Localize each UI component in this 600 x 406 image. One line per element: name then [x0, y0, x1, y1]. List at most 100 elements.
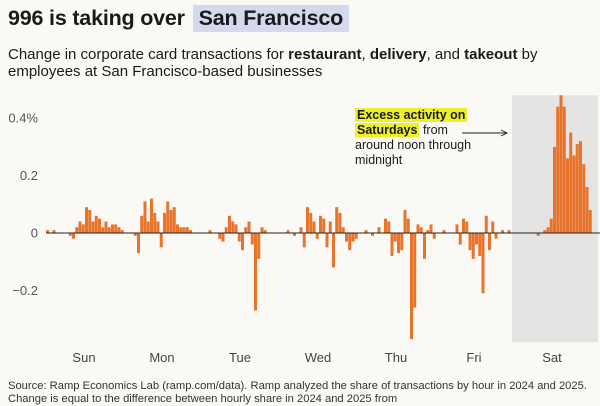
bar [221, 233, 225, 242]
bar [582, 164, 586, 233]
bar [111, 224, 114, 233]
bar [475, 233, 478, 245]
chart-title: 996 is taking over San Francisco [8, 5, 350, 32]
bar [299, 227, 303, 233]
bar [462, 218, 465, 233]
bar [150, 198, 153, 233]
bar [75, 227, 79, 233]
x-tick-label: Sat [542, 350, 562, 365]
bar [364, 230, 368, 233]
bar [400, 233, 404, 251]
bar [107, 227, 111, 233]
bar [78, 221, 82, 233]
bar [286, 230, 290, 233]
bar [556, 106, 560, 233]
bar [419, 227, 423, 233]
x-tick-label: Thu [385, 350, 407, 365]
x-tick-label: Tue [229, 350, 251, 365]
bar [185, 227, 189, 233]
bar [224, 227, 228, 233]
subtitle-restaurant: restaurant [288, 46, 362, 63]
bar [247, 221, 251, 233]
bar [566, 158, 569, 233]
bar [406, 218, 410, 233]
bar [250, 233, 254, 245]
bar [387, 221, 391, 233]
bar [397, 233, 400, 254]
bar [244, 227, 248, 233]
bar [543, 230, 547, 233]
bar [182, 227, 186, 233]
bar [413, 233, 417, 308]
bar [465, 221, 469, 233]
bar [432, 233, 436, 239]
bar [553, 146, 556, 233]
bar [137, 233, 140, 254]
bar [189, 230, 192, 233]
subtitle-delivery: delivery [369, 46, 427, 63]
bar [488, 233, 491, 251]
bar [442, 230, 446, 233]
bar [104, 221, 108, 233]
y-tick-label: 0.4% [8, 111, 38, 126]
bar [559, 95, 563, 234]
bar [319, 215, 322, 233]
bar [46, 230, 49, 233]
bar [166, 201, 170, 233]
bar [120, 230, 124, 233]
bar [429, 224, 433, 233]
bar [458, 233, 462, 245]
bar [569, 132, 573, 233]
bar [536, 233, 540, 236]
bar [585, 187, 589, 233]
bar [345, 233, 348, 242]
bar [572, 155, 576, 233]
source-note: Source: Ramp Economics Lab (ramp.com/dat… [8, 380, 587, 405]
bar [403, 210, 407, 233]
bar [546, 227, 550, 233]
title-main: 996 is taking over [8, 6, 185, 30]
bar [325, 233, 329, 248]
annotation-highlight-2: Saturdays [355, 123, 420, 137]
title-highlight: San Francisco [192, 5, 350, 32]
bar [322, 218, 326, 233]
x-tick-label: Sun [72, 350, 95, 365]
chart-subtitle: Change in corporate card transactions fo… [8, 46, 598, 80]
bar [302, 233, 306, 248]
bar [312, 221, 316, 233]
bar [231, 221, 235, 233]
bar [114, 224, 118, 233]
bar [98, 218, 101, 233]
bar [179, 227, 183, 233]
bar [228, 215, 231, 233]
bar [263, 230, 267, 233]
subtitle-text: Change in corporate card transactions fo… [8, 46, 289, 63]
bar [562, 106, 566, 233]
bar [159, 233, 163, 248]
bar [507, 230, 511, 233]
bar [371, 233, 374, 236]
saturday-annotation: Excess activity on Saturdays from around … [355, 108, 485, 168]
bar [309, 212, 313, 233]
bar [234, 224, 238, 233]
bar [293, 233, 296, 236]
bar [501, 230, 504, 233]
bar [172, 207, 176, 233]
bar [377, 227, 381, 233]
bar [163, 212, 166, 233]
bar [306, 207, 309, 233]
bar [588, 210, 592, 233]
subtitle-takeout: takeout [464, 46, 518, 63]
x-tick-label: Wed [305, 350, 332, 365]
bar [85, 207, 88, 233]
bar [549, 218, 553, 233]
bar [410, 233, 413, 340]
bar [94, 215, 98, 233]
bar [468, 233, 472, 251]
bar [88, 210, 92, 233]
annotation-highlight-1: Excess activity on [355, 108, 468, 122]
bar [341, 227, 345, 233]
bar [575, 144, 579, 233]
bar [393, 233, 397, 242]
